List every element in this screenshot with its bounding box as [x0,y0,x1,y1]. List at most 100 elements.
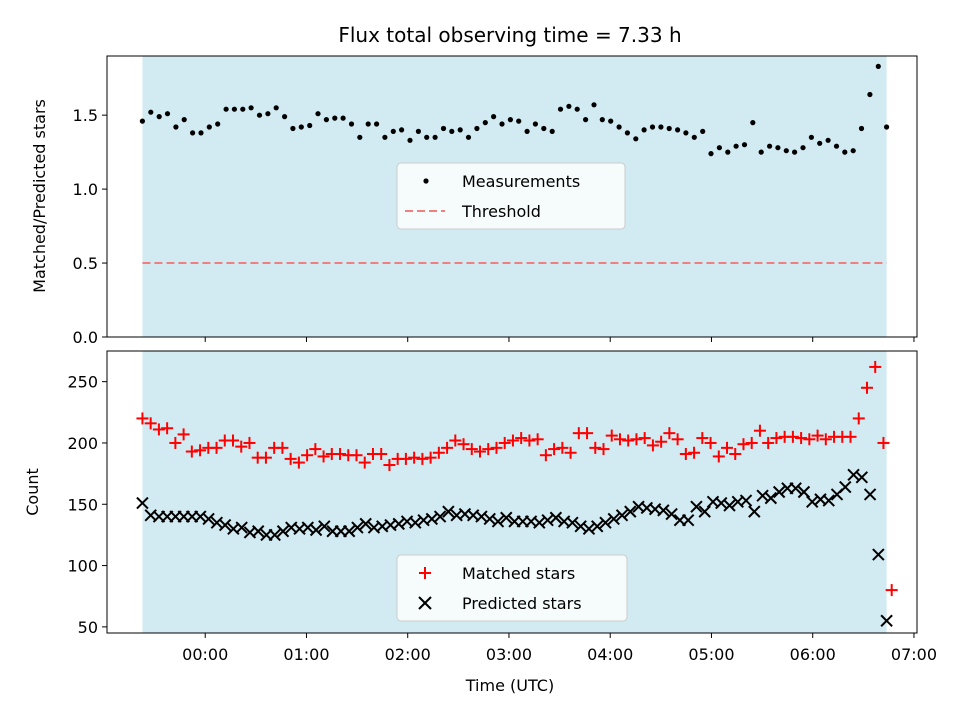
measurement-point [156,114,162,120]
matched-star-point [144,417,157,430]
predicted-star-point [425,512,439,526]
matched-star-point [564,446,577,459]
measurement-point [482,120,488,126]
measurement-point [524,128,530,134]
measurement-point [440,125,447,132]
measurement-point [340,115,346,121]
measurement-point [541,125,547,132]
bottom-y-tick-label: 250 [67,373,98,392]
matched-star-point [449,434,462,447]
predicted-star-point [698,505,711,518]
legend-predicted-marker [418,596,432,610]
matched-star-point [194,444,207,457]
bottom-axes-frame [106,350,918,634]
measurement-point [465,134,472,140]
matched-star-point [688,446,701,459]
measurement-point [323,117,329,123]
measurement-point [290,125,296,132]
matched-star-point [506,434,519,447]
matched-star-point [819,433,832,446]
measurement-point [608,118,614,124]
predicted-star-point [839,480,852,494]
predicted-star-point [739,494,753,507]
measurement-point [148,109,154,115]
measurement-point [641,127,647,133]
matched-star-point [704,436,717,449]
measurement-point [700,128,706,134]
matched-star-point [169,436,182,449]
bottom-legend: Matched stars Predicted stars [396,554,628,622]
matched-star-point [663,427,676,440]
matched-star-point [539,449,552,462]
measurement-point [307,122,313,129]
matched-star-point [729,447,742,460]
bottom-y-ticks: 50 100 150 200 250 [67,373,107,637]
predicted-star-point [251,525,265,538]
measurement-point [382,134,388,140]
predicted-star-point [764,491,778,505]
predicted-star-point [301,521,315,534]
measurement-point [750,120,756,126]
predicted-star-point [805,495,819,509]
measurement-point [842,149,848,155]
predicted-star-point [533,516,546,529]
matched-star-point [679,447,692,460]
measurement-point [725,149,731,155]
legend-matched-label: Matched stars [462,564,575,583]
predicted-star-point [566,516,579,529]
top-y-tick-label: 0.5 [73,254,98,273]
matched-star-point [465,443,478,456]
matched-star-point [605,429,618,442]
matched-star-point [696,432,709,445]
measurement-point [741,142,748,148]
measurement-point [616,124,622,130]
matched-star-point [646,439,659,452]
matched-star-point [852,412,865,425]
matched-star-point [844,430,857,443]
measurement-point [206,124,212,130]
matched-star-point [795,432,808,445]
measurement-point [449,128,455,134]
measurement-point [374,121,380,127]
measurement-point [164,111,171,117]
matched-star-point [712,450,725,463]
bottom-y-axis-label: Count [23,468,42,516]
predicted-star-point [318,520,331,533]
predicted-star-point [218,518,232,532]
bottom-x-ticks: 00:00 01:00 02:00 03:00 04:00 05:00 06:00 07:00 [182,633,937,664]
measurement-point [390,128,396,134]
bottom-y-tick-label: 150 [67,495,98,514]
legend-matched-marker [419,567,431,579]
top-y-ticks: 0.0 0.5 1.0 1.5 [73,106,107,347]
measurement-point [557,106,564,112]
matched-star-point [441,441,454,454]
matched-star-point [399,452,412,465]
predicted-star-point [342,525,356,538]
matched-star-point [317,450,330,463]
top-y-tick-label: 1.0 [73,180,98,199]
top-panel: 0.0 0.5 1.0 1.5 Matched/Predicted stars Mea… [30,55,918,347]
top-y-tick-label: 1.5 [73,106,98,125]
matched-star-point [786,430,799,443]
measurement-point [817,140,823,146]
matched-star-point [136,412,149,425]
matched-star-point [235,440,248,453]
measurement-point [808,134,815,140]
matched-star-point [482,443,495,456]
measurement-point [240,106,246,112]
matched-star-point [227,434,240,447]
matched-star-point [334,447,347,460]
top-legend: Measurements Threshold [396,162,626,230]
measurement-point [658,124,664,130]
measurement-point [792,149,798,155]
matched-star-point [457,438,470,451]
predicted-star-point [574,520,587,533]
predicted-star-point [772,485,786,499]
measurement-point [315,111,321,117]
matched-star-point [762,436,775,449]
matched-star-point [860,381,873,394]
predicted-star-point [582,522,596,535]
measurement-point [783,148,789,154]
predicted-stars-points [136,468,893,627]
